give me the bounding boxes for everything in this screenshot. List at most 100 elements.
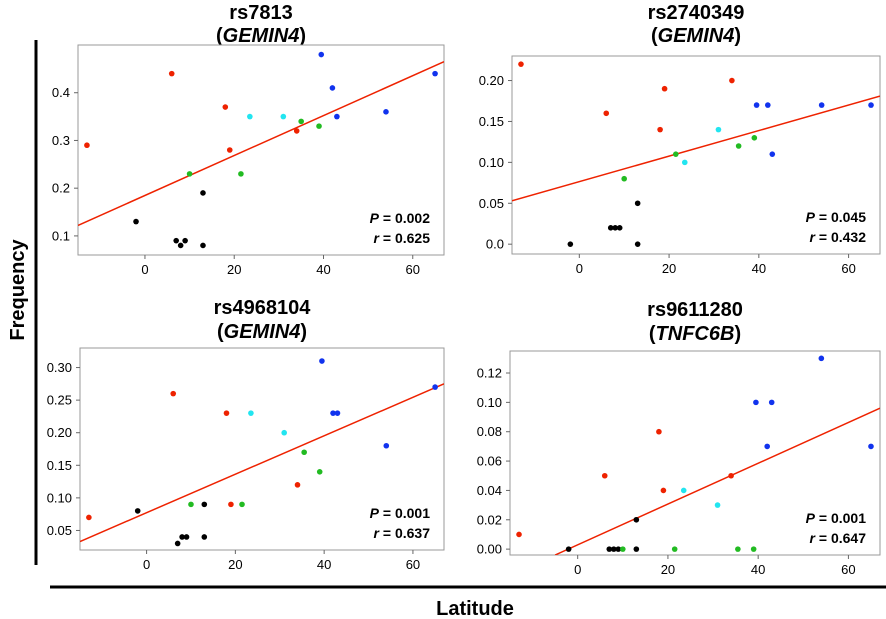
regression-line [80,383,444,543]
data-point [188,501,194,508]
data-point [673,151,679,157]
data-point [661,85,668,92]
y-tick-label: 0.20 [47,425,72,440]
data-point [182,237,188,244]
p-value: P = 0.045 [806,209,867,225]
data-point [294,482,301,488]
data-point [565,546,572,552]
data-point [248,410,254,416]
regression-line [512,95,880,202]
data-point [329,85,336,91]
data-point [239,501,245,508]
data-point [601,472,608,479]
data-point [228,501,234,508]
regression-line [78,61,444,227]
data-point [657,126,663,133]
r-value: r = 0.625 [374,230,431,246]
y-tick-label: 0.10 [479,155,504,170]
data-point [621,175,627,182]
data-point [671,546,678,552]
data-point [567,241,574,247]
x-tick-label: 0 [576,261,583,276]
data-point [383,442,390,449]
x-tick-label: 20 [661,562,675,577]
plot-frame [79,347,445,551]
panel-title-gene: (TNFC6B) [649,323,741,345]
data-point [868,102,874,108]
data-point [728,472,734,479]
data-point [174,540,181,547]
data-point [432,384,438,390]
data-point [134,508,141,514]
y-tick-label: 0.20 [479,73,504,88]
data-point [868,443,874,450]
y-axis-title: Frequency [7,239,29,341]
p-value: P = 0.001 [370,505,431,521]
y-tick-label: 0.04 [477,483,502,498]
data-point [753,399,759,406]
x-tick-label: 60 [841,261,855,276]
panel-title-gene: (GEMIN4) [216,25,306,47]
y-tick-label: 0.0 [486,237,504,252]
data-point [319,358,325,364]
data-point [84,142,90,149]
data-point [765,102,771,108]
data-point [615,546,622,552]
data-point [200,190,206,196]
data-point [606,546,613,552]
y-tick-label: 0.12 [477,366,502,381]
panel-title-gene: (GEMIN4) [651,25,741,47]
y-tick-label: 0.05 [47,523,72,538]
data-point [86,514,92,521]
x-tick-label: 60 [406,557,420,572]
data-point [735,546,741,552]
data-point [633,516,640,523]
data-point [768,399,775,406]
panel-title-snp: rs7813 [229,2,292,24]
plot-frame [511,55,881,255]
data-point [634,241,641,247]
data-point [610,546,617,552]
data-point [714,502,721,508]
y-tick-label: 0.10 [47,490,72,505]
data-point [280,113,287,120]
data-point [173,237,179,244]
y-tick-label: 0.2 [52,181,70,196]
y-tick-label: 0.15 [47,458,72,473]
y-tick-label: 0.10 [477,395,502,410]
y-tick-label: 0.00 [477,542,502,557]
data-point [170,390,177,397]
data-point [316,469,323,475]
data-point [316,123,322,129]
data-point [222,104,229,110]
data-point [681,159,688,166]
data-point [518,61,524,67]
y-tick-label: 0.25 [47,393,72,408]
y-tick-label: 0.3 [52,133,70,148]
panel-title-snp: rs9611280 [647,299,743,321]
x-tick-label: 40 [317,557,331,572]
data-point [656,428,662,435]
data-point [179,534,185,540]
data-point [818,355,825,362]
panel-rs7813: rs7813(GEMIN4) 0 20 40 60 0.1 0.2 0.3 0.4 P = 0.0… [52,2,445,277]
data-point [318,51,325,58]
data-point [334,410,341,416]
data-point [330,410,336,416]
data-point [680,487,687,494]
panel-rs9611280: rs9611280(TNFC6B) 0 20 40 60 0.00 0.02 0.04 0.06… [477,299,881,577]
y-tick-label: 0.4 [52,85,70,100]
data-point [201,501,208,508]
data-point [432,70,438,77]
data-point [715,126,722,133]
data-point [334,113,340,120]
data-point [226,147,233,153]
y-tick-label: 0.15 [479,114,504,129]
data-point [620,546,626,552]
data-point [238,171,244,177]
x-tick-label: 0 [141,262,148,277]
y-tick-label: 0.1 [52,228,70,243]
panel-rs2740349: rs2740349(GEMIN4) 0 20 40 60 0.0 0.05 0.10 0.15 0… [479,2,881,276]
y-tick-label: 0.30 [47,360,72,375]
